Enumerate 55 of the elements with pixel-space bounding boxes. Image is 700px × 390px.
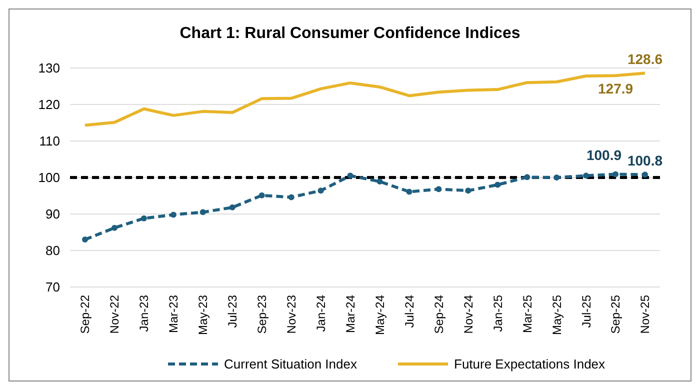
point xyxy=(258,192,265,198)
y-tick-label: 90 xyxy=(46,206,60,222)
x-tick-label: Mar-23 xyxy=(166,294,181,334)
x-tick-label: Nov-24 xyxy=(461,294,476,334)
x-tick-label: Mar-24 xyxy=(343,294,358,334)
chart-title: Chart 1: Rural Consumer Confidence Indices xyxy=(180,25,520,42)
x-tick-label: Nov-25 xyxy=(638,294,652,334)
data-label: 128.6 xyxy=(627,51,663,68)
point xyxy=(583,172,590,179)
x-tick-label: May-23 xyxy=(196,294,210,336)
data-label: 127.9 xyxy=(598,80,634,97)
point xyxy=(406,188,412,195)
x-tick-label: Jul-24 xyxy=(402,294,416,328)
legend-label: Future Expectations Index xyxy=(454,356,606,372)
x-tick-label: Jan-25 xyxy=(490,294,505,332)
data-label: 100.9 xyxy=(586,147,622,164)
y-tick-label: 80 xyxy=(46,243,60,258)
line-series xyxy=(84,72,646,127)
x-tick-label: Sep-23 xyxy=(255,294,270,334)
point xyxy=(376,178,383,185)
x-tick-label: May-24 xyxy=(372,294,387,336)
x-tick-label: Sep-22 xyxy=(78,294,92,334)
point xyxy=(642,172,648,178)
x-tick-label: Jan-23 xyxy=(137,294,152,332)
point xyxy=(612,171,619,178)
point xyxy=(347,172,354,179)
y-tick-label: 110 xyxy=(39,134,60,149)
legend-label: Current Situation Index xyxy=(224,356,358,372)
point xyxy=(436,186,442,192)
data-label: 100.8 xyxy=(627,152,663,169)
x-tick-label: Mar-25 xyxy=(520,294,534,334)
x-tick-label: Sep-24 xyxy=(432,294,446,334)
point xyxy=(170,212,176,218)
point xyxy=(111,224,118,231)
point xyxy=(82,236,88,243)
x-tick-label: May-25 xyxy=(550,294,564,336)
point xyxy=(200,209,206,216)
point xyxy=(140,215,147,222)
point xyxy=(288,194,294,200)
y-tick-label: 100 xyxy=(38,170,60,186)
x-tick-label: Nov-23 xyxy=(284,294,299,334)
x-tick-label: Sep-25 xyxy=(608,294,623,334)
point xyxy=(524,174,530,180)
x-tick-label: Jul-23 xyxy=(226,294,240,328)
x-tick-label: Nov-22 xyxy=(108,294,122,334)
x-tick-label: Jul-25 xyxy=(579,294,594,328)
point xyxy=(229,204,236,210)
point xyxy=(554,174,560,180)
y-tick-label: 130 xyxy=(38,60,60,76)
point xyxy=(494,182,501,188)
point xyxy=(465,188,472,194)
x-tick-label: Jan-24 xyxy=(314,294,328,332)
y-tick-label: 70 xyxy=(46,280,60,295)
y-tick-label: 120 xyxy=(38,97,60,112)
point xyxy=(318,188,324,194)
